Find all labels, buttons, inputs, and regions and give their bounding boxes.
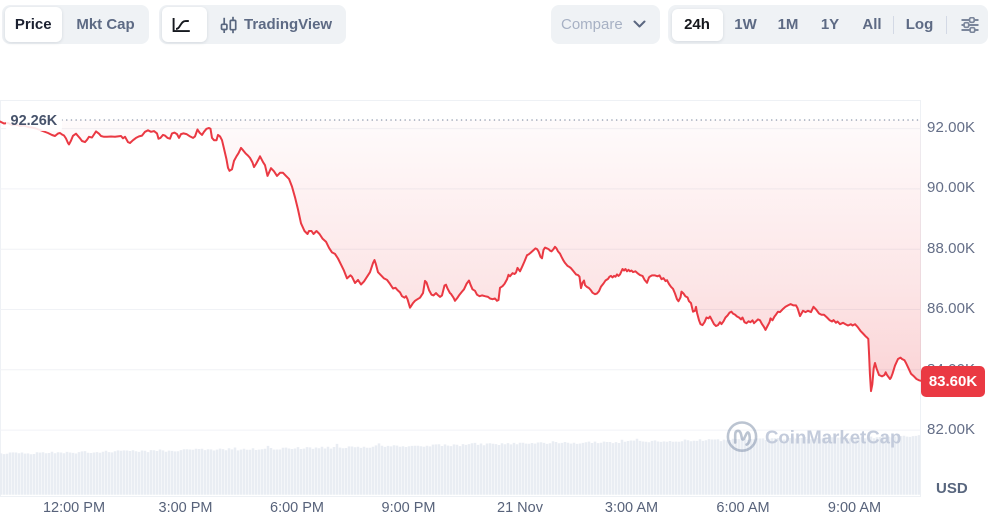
svg-text:CoinMarketCap: CoinMarketCap	[765, 427, 901, 448]
